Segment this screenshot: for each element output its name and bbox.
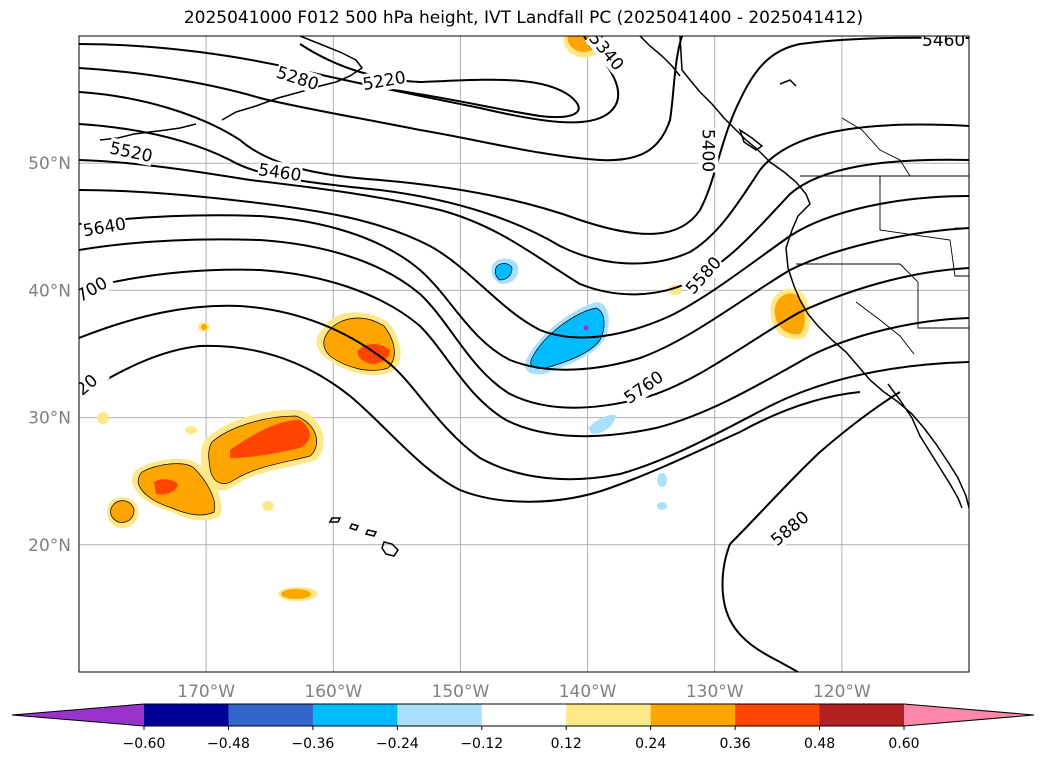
- colorbar-tick-label: −0.12: [460, 736, 503, 752]
- ivt-blob-positive-175w: [107, 497, 139, 529]
- contour-label-bg: [107, 137, 155, 167]
- colorbar-tick-label: −0.24: [376, 736, 419, 752]
- contour-label: 5400: [697, 129, 717, 172]
- colorbar-segment: [566, 704, 652, 726]
- contour-label-bg: [360, 66, 408, 95]
- contour-label-bg: [698, 128, 719, 173]
- map-frame: [78, 35, 970, 673]
- colorbar-segment: [228, 704, 314, 726]
- lat-tick-label: 40°N: [28, 281, 71, 301]
- colorbar-segment: [650, 704, 736, 726]
- lon-tick-label: 150°W: [432, 682, 490, 702]
- contour-label-bg: [81, 213, 128, 241]
- colorbar-tick-label: −0.60: [123, 736, 166, 752]
- axis-labels: 170°W 160°W 150°W 140°W 130°W 120°W 20°N 30°N 40…: [28, 154, 871, 702]
- colorbar-tick-label: −0.36: [291, 736, 334, 752]
- colorbar-extend-high: [904, 704, 1034, 726]
- political-borders: [796, 117, 969, 355]
- colorbar-tick-label: 0.36: [720, 736, 751, 752]
- lon-tick-label: 120°W: [813, 682, 871, 702]
- map-title: 2025041000 F012 500 hPa height, IVT Land…: [183, 8, 864, 28]
- contour-label: 5460: [922, 31, 965, 51]
- contour-label-bg: [79, 269, 116, 309]
- ivt-blob-positive-172w: [132, 458, 222, 521]
- colorbar-segment: [312, 704, 398, 726]
- colorbar-segment: [397, 704, 483, 726]
- colorbar-tick-label: 0.48: [804, 736, 835, 752]
- contour-label-bg: [584, 36, 629, 75]
- colorbar-segment: [735, 704, 821, 726]
- contour-label-bg: [619, 366, 668, 408]
- ivt-blob-negative-146w: [491, 258, 519, 284]
- colorbar-tick-label: 0.12: [551, 736, 582, 752]
- map-panel: [79, 36, 969, 672]
- contour-label-bg: [256, 159, 304, 186]
- colorbar-segment: [144, 704, 229, 726]
- contour-label-bg: [273, 61, 322, 95]
- lat-tick-label: 50°N: [28, 154, 71, 174]
- lat-tick-label: 20°N: [28, 536, 71, 556]
- colorbar-segment: [481, 704, 567, 726]
- ivt-shading: [97, 36, 811, 601]
- contour-label-bg: [79, 362, 110, 407]
- colorbar-tick-label: −0.48: [207, 736, 250, 752]
- ivt-blob-positive-160w: [316, 312, 401, 376]
- colorbar-segment: [819, 704, 905, 726]
- colorbar-tick-label: 0.60: [888, 736, 919, 752]
- hawaiian-islands: [328, 517, 399, 557]
- lon-tick-label: 160°W: [304, 682, 362, 702]
- contour-label-bg: [766, 506, 814, 551]
- colorbar-extend-low: [12, 704, 144, 726]
- gridlines: [79, 36, 969, 672]
- height-contours: [79, 36, 969, 672]
- ivt-blob-positive-165w: [200, 409, 324, 491]
- colorbar: −0.60 −0.48 −0.36 −0.24 −0.12 0.12 0.24 0.36 0.4…: [11, 703, 1035, 752]
- contour-label-bg: [681, 252, 726, 299]
- contour-label-bg: [921, 36, 966, 50]
- colorbar-tick-label: 0.24: [635, 736, 666, 752]
- lon-tick-label: 140°W: [559, 682, 617, 702]
- lon-tick-label: 130°W: [686, 682, 744, 702]
- lon-tick-label: 170°W: [177, 682, 235, 702]
- lat-tick-label: 30°N: [28, 409, 71, 429]
